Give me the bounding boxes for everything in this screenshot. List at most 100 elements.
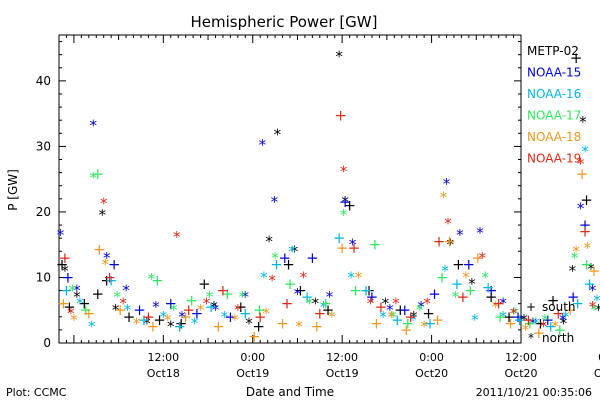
data-point: + <box>80 301 93 319</box>
data-point: * <box>173 228 181 246</box>
data-point: * <box>511 305 519 323</box>
data-point: + <box>471 249 484 267</box>
data-point: + <box>91 165 104 183</box>
data-point: * <box>328 308 336 326</box>
data-point: * <box>274 126 282 144</box>
plot-timestamp: 2011/10/21 00:35:06 <box>476 386 592 399</box>
data-point: + <box>301 288 314 306</box>
data-point: * <box>579 113 587 131</box>
data-point: * <box>560 314 568 332</box>
data-point: * <box>300 268 308 286</box>
data-point: + <box>485 282 498 300</box>
data-point: + <box>360 282 373 300</box>
data-point: + <box>311 318 324 336</box>
data-point: + <box>151 272 164 290</box>
data-point: * <box>522 321 530 339</box>
data-point: + <box>457 288 470 306</box>
data-point: + <box>185 291 198 309</box>
data-point: * <box>587 260 595 278</box>
data-point: + <box>83 305 96 323</box>
data-point: * <box>452 288 460 306</box>
legend-entry: NOAA-16 <box>527 87 581 101</box>
data-point: * <box>206 288 214 306</box>
data-point: + <box>482 278 495 296</box>
data-point: * <box>239 288 247 306</box>
data-point: * <box>242 288 250 306</box>
data-point: + <box>513 311 526 329</box>
data-point: * <box>476 224 484 242</box>
data-point: * <box>392 295 400 313</box>
data-point: * <box>73 282 81 300</box>
data-point: + <box>567 288 580 306</box>
x-tick-time-label: 0:00 <box>419 351 444 364</box>
data-point: * <box>245 314 253 332</box>
data-point: * <box>499 295 507 313</box>
data-point: + <box>235 298 248 316</box>
data-point: + <box>248 327 261 345</box>
data-point: + <box>349 282 362 300</box>
data-point: + <box>60 282 73 300</box>
data-point: + <box>93 240 106 258</box>
data-point: + <box>153 311 166 329</box>
data-point: + <box>253 301 266 319</box>
data-point: + <box>394 301 407 319</box>
data-point: * <box>57 226 65 244</box>
data-point: * <box>355 268 363 286</box>
data-point: + <box>182 301 195 319</box>
data-point: + <box>524 314 537 332</box>
data-point: * <box>98 206 106 224</box>
data-point: + <box>100 272 113 290</box>
data-point: * <box>271 193 279 211</box>
data-point: + <box>424 314 437 332</box>
data-point: * <box>541 311 549 329</box>
data-point: * <box>61 262 69 280</box>
y-axis-label: P [GW] <box>6 169 20 211</box>
data-point: * <box>532 314 540 332</box>
data-point: * <box>231 311 239 329</box>
data-point: * <box>468 275 476 293</box>
data-point: + <box>339 193 352 211</box>
data-point: + <box>512 308 525 326</box>
data-point: + <box>464 282 477 300</box>
data-point: + <box>164 295 177 313</box>
data-point: * <box>417 298 425 316</box>
data-point: + <box>564 301 577 319</box>
data-point: + <box>221 285 234 303</box>
data-point: * <box>288 242 296 260</box>
data-point: * <box>386 301 394 319</box>
data-point: + <box>334 107 347 125</box>
legend-entry: NOAA-15 <box>527 66 581 80</box>
data-point: + <box>401 314 414 332</box>
data-point: * <box>595 301 600 319</box>
data-point: + <box>138 311 151 329</box>
y-tick-label: 40 <box>36 74 51 88</box>
data-point: + <box>588 262 600 280</box>
data-point: * <box>409 311 417 329</box>
x-tick-date-label: Oct19 <box>326 367 359 380</box>
data-point: * <box>540 318 548 336</box>
data-point: + <box>443 232 456 250</box>
data-point: + <box>108 255 121 273</box>
data-point: * <box>562 308 570 326</box>
data-point: * <box>69 282 77 300</box>
data-point: * <box>221 308 229 326</box>
data-point: * <box>481 268 489 286</box>
marker-legend-symbol: * <box>528 331 534 345</box>
data-point: * <box>170 301 178 319</box>
data-point: * <box>191 314 199 332</box>
data-point: * <box>268 272 276 290</box>
y-tick-label: 0 <box>43 336 51 350</box>
data-point: * <box>510 305 518 323</box>
data-point: + <box>175 314 188 332</box>
data-point: * <box>100 194 108 212</box>
data-point: + <box>542 311 555 329</box>
data-point: * <box>341 193 349 211</box>
data-point: + <box>57 295 70 313</box>
data-point: + <box>348 239 361 257</box>
data-point: + <box>217 282 230 300</box>
data-point: + <box>583 275 596 293</box>
marker-legend: + south* north <box>526 300 576 345</box>
data-point: * <box>569 262 577 280</box>
x-tick-time-label: 0:00 <box>598 351 600 364</box>
